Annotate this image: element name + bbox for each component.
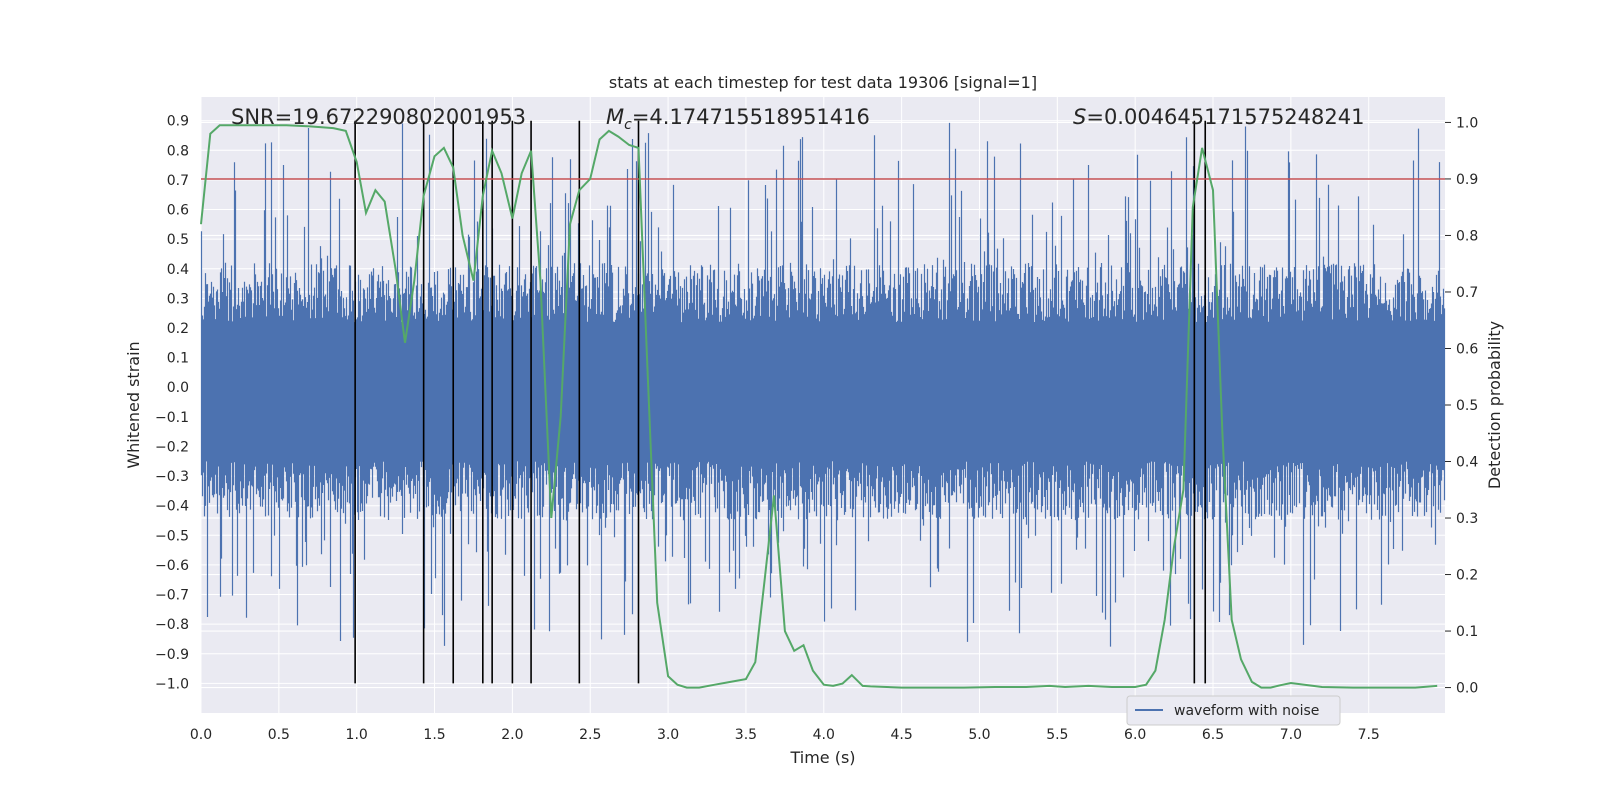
y-tick-label: −0.8 <box>155 617 189 633</box>
chart-title: stats at each timestep for test data 193… <box>609 73 1037 92</box>
y-tick-label: −0.7 <box>155 588 189 604</box>
y-tick-label: −0.5 <box>155 528 189 544</box>
x-tick-label: 6.0 <box>1124 727 1146 743</box>
y2-axis-ticks: 1.0 0.9 0.8 0.7 0.6 0.5 0.4 0.3 0.2 0.1 0.0 <box>1445 115 1478 697</box>
s-symbol: S <box>1073 105 1086 129</box>
y-tick-label: 0.0 <box>167 380 189 396</box>
chirp-mass-annotation: Mc=4.174715518951416 <box>606 105 870 133</box>
y2-tick-label: 0.2 <box>1456 568 1478 584</box>
y2-tick-label: 0.7 <box>1456 285 1478 301</box>
x-tick-label: 7.0 <box>1280 727 1302 743</box>
s-value: =0.004645171575248241 <box>1086 105 1364 129</box>
y2-tick-label: 0.3 <box>1456 511 1478 527</box>
y-tick-label: 0.3 <box>167 291 189 307</box>
y-tick-label: 0.2 <box>167 321 189 337</box>
y-tick-label: 0.9 <box>167 114 189 130</box>
y2-tick-label: 0.8 <box>1456 228 1478 244</box>
s-annotation: S=0.004645171575248241 <box>1073 105 1364 129</box>
chirp-mass-value: =4.174715518951416 <box>632 105 870 129</box>
y-tick-label: −0.4 <box>155 499 189 515</box>
x-tick-label: 3.0 <box>657 727 679 743</box>
y-tick-label: 0.1 <box>167 351 189 367</box>
x-tick-label: 4.5 <box>890 727 912 743</box>
x-axis-label: Time (s) <box>789 748 855 767</box>
y-tick-label: 0.8 <box>167 143 189 159</box>
y2-tick-label: 0.9 <box>1456 172 1478 188</box>
y2-tick-label: 1.0 <box>1456 115 1478 131</box>
x-tick-label: 5.5 <box>1046 727 1068 743</box>
legend-box <box>1126 695 1341 726</box>
detection-probability-series <box>200 124 1438 689</box>
x-axis-ticks: 0.0 0.5 1.0 1.5 2.0 2.5 3.0 3.5 4.0 4.5 5.0 5.5 6.0 6… <box>190 727 1380 743</box>
x-tick-label: 1.0 <box>346 727 368 743</box>
legend: waveform with noise <box>1126 695 1341 726</box>
y2-axis-label: Detection probability <box>1485 321 1504 489</box>
y-axis-label: Whitened strain <box>124 341 143 468</box>
x-tick-label: 2.0 <box>501 727 523 743</box>
x-tick-label: 7.5 <box>1358 727 1380 743</box>
y2-tick-label: 0.5 <box>1456 398 1478 414</box>
x-tick-label: 4.0 <box>813 727 835 743</box>
x-tick-label: 1.5 <box>423 727 445 743</box>
y-tick-label: −0.3 <box>155 469 189 485</box>
event-markers <box>354 120 1207 684</box>
chirp-mass-symbol: M <box>606 105 624 129</box>
x-tick-label: 5.0 <box>968 727 990 743</box>
y-tick-label: 0.6 <box>167 203 189 219</box>
x-tick-label: 0.5 <box>268 727 290 743</box>
y-axis-ticks: 0.9 0.8 0.7 0.6 0.5 0.4 0.3 0.2 0.1 0.0 −0.1 −0.2 −0… <box>155 114 189 693</box>
x-tick-label: 3.5 <box>735 727 757 743</box>
y2-tick-label: 0.0 <box>1456 681 1478 697</box>
waveform-with-noise-trace <box>200 122 1446 647</box>
y2-tick-label: 0.1 <box>1456 624 1478 640</box>
y-tick-label: −0.1 <box>155 410 189 426</box>
y2-tick-label: 0.4 <box>1456 455 1478 471</box>
legend-label: waveform with noise <box>1174 703 1319 719</box>
y-tick-label: −0.2 <box>155 439 189 455</box>
y-tick-label: 0.5 <box>167 232 189 248</box>
y-tick-label: −1.0 <box>155 676 189 692</box>
chirp-mass-subscript: c <box>624 117 632 133</box>
waveform-with-noise-series <box>200 122 1446 647</box>
y2-tick-label: 0.6 <box>1456 341 1478 357</box>
x-tick-label: 2.5 <box>579 727 601 743</box>
x-tick-label: 0.0 <box>190 727 212 743</box>
x-tick-label: 6.5 <box>1202 727 1224 743</box>
y-tick-label: 0.7 <box>167 173 189 189</box>
snr-annotation: SNR=19.672290802001953 <box>231 105 526 129</box>
y-tick-label: −0.6 <box>155 558 189 574</box>
y-tick-label: −0.9 <box>155 647 189 663</box>
y-tick-label: 0.4 <box>167 262 189 278</box>
